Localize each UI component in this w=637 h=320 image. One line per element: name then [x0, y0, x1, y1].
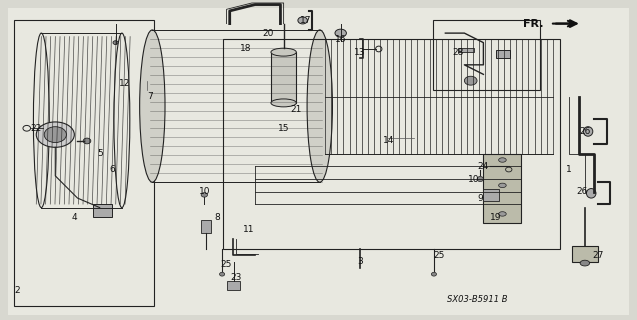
Ellipse shape	[298, 17, 308, 24]
Text: 25: 25	[433, 251, 445, 260]
Ellipse shape	[44, 127, 66, 142]
Text: 15: 15	[278, 124, 289, 133]
Bar	[14, 20, 154, 306]
Ellipse shape	[477, 177, 483, 181]
Bar	[496, 50, 510, 59]
Bar	[572, 246, 598, 261]
Text: 8: 8	[214, 212, 220, 222]
Text: 9: 9	[477, 194, 483, 203]
Bar	[94, 204, 112, 217]
Ellipse shape	[580, 260, 590, 266]
Bar	[227, 281, 241, 290]
Text: 21: 21	[290, 105, 302, 114]
Text: 18: 18	[240, 44, 252, 53]
Ellipse shape	[583, 127, 593, 136]
Text: 26: 26	[579, 127, 590, 136]
Text: 16: 16	[335, 35, 347, 44]
Ellipse shape	[431, 272, 436, 276]
Text: 1: 1	[566, 165, 572, 174]
Text: 20: 20	[262, 28, 273, 38]
Text: 12: 12	[119, 79, 131, 88]
Ellipse shape	[464, 76, 477, 85]
Ellipse shape	[83, 138, 91, 144]
Ellipse shape	[499, 183, 506, 188]
Ellipse shape	[271, 48, 296, 56]
Text: SX03-B5911 B: SX03-B5911 B	[447, 295, 507, 304]
Text: 10: 10	[468, 174, 480, 184]
Text: 25: 25	[221, 260, 233, 269]
Ellipse shape	[587, 188, 596, 198]
Text: 5: 5	[97, 149, 103, 158]
Ellipse shape	[335, 29, 347, 37]
Ellipse shape	[499, 212, 506, 216]
Text: 11: 11	[243, 225, 255, 234]
Text: 24: 24	[478, 162, 489, 171]
Text: 26: 26	[576, 187, 587, 196]
Text: 10: 10	[199, 187, 210, 196]
Text: 13: 13	[354, 48, 366, 57]
Bar	[271, 52, 296, 103]
Text: 7: 7	[148, 92, 154, 101]
Text: FR.: FR.	[523, 19, 543, 28]
Text: 14: 14	[383, 136, 394, 146]
Text: 6: 6	[110, 165, 115, 174]
Bar	[201, 220, 211, 233]
Ellipse shape	[271, 99, 296, 107]
Ellipse shape	[499, 158, 506, 162]
Bar	[224, 39, 559, 249]
Bar	[433, 20, 540, 90]
Text: 4: 4	[71, 212, 77, 222]
Text: 19: 19	[490, 212, 502, 222]
Text: 2: 2	[15, 285, 20, 295]
Bar	[458, 48, 474, 52]
Bar	[483, 154, 522, 223]
Text: 28: 28	[452, 48, 464, 57]
Text: 23: 23	[231, 273, 241, 282]
Ellipse shape	[140, 30, 165, 182]
Text: 17: 17	[300, 16, 311, 25]
Ellipse shape	[307, 30, 333, 182]
Text: 27: 27	[592, 251, 603, 260]
Ellipse shape	[201, 193, 208, 197]
Ellipse shape	[113, 41, 118, 44]
Ellipse shape	[36, 122, 75, 147]
Ellipse shape	[220, 272, 225, 276]
Text: 22: 22	[31, 124, 42, 133]
Text: 3: 3	[357, 257, 362, 266]
Bar	[483, 188, 499, 201]
